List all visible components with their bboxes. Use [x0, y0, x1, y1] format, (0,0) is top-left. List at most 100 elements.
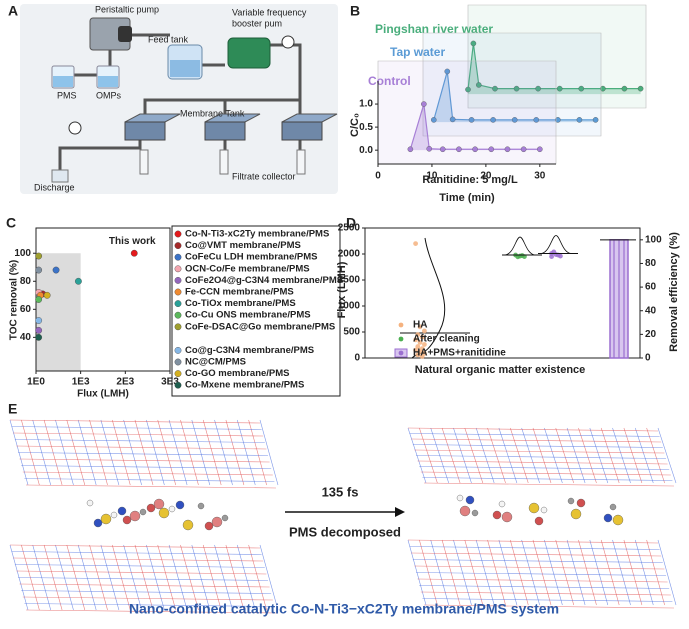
lattice-bond: [13, 557, 264, 562]
lattice-bond: [634, 427, 654, 484]
y-tick-label: 80: [20, 276, 32, 287]
legend-marker: [174, 276, 182, 284]
gauge: [281, 35, 295, 49]
legend-marker: [174, 311, 182, 319]
atom: [540, 506, 548, 514]
lattice-bond: [146, 544, 165, 611]
lattice-bond: [417, 460, 668, 465]
lattice-bond: [657, 539, 677, 606]
data-point: [535, 85, 541, 92]
data-point: [533, 117, 540, 123]
lattice-bond: [419, 466, 670, 470]
lattice-bond: [13, 432, 264, 437]
atom: [603, 513, 613, 523]
data-point: [515, 254, 521, 260]
lattice-bond: [19, 583, 270, 588]
lattice-bond: [634, 539, 654, 606]
label: Feed tank: [148, 34, 189, 44]
discharge-bottle: [51, 169, 69, 183]
plane: [422, 32, 602, 137]
y2-tick-label: 100: [645, 234, 662, 245]
atom: [175, 500, 185, 510]
y-tick-label: 2000: [338, 249, 361, 260]
data-point: [520, 146, 527, 153]
lattice-bond: [225, 544, 245, 611]
legend-frame: [171, 225, 341, 397]
x-axis-label: Flux (LMH): [77, 389, 129, 400]
x-tick-label: 1E0: [27, 377, 45, 388]
data-point: [421, 101, 427, 107]
legend-label: NC@CM/PMS: [185, 357, 246, 368]
lattice-bond: [464, 427, 484, 484]
series-name: Pingshan river water: [375, 22, 493, 36]
lattice-bond: [453, 427, 472, 484]
event-label: PMS decomposed: [289, 524, 401, 539]
lattice-bond: [487, 427, 506, 484]
lattice-bond: [9, 419, 261, 424]
lattice-bond: [9, 544, 261, 549]
lattice-bond: [214, 544, 233, 611]
lattice-bond: [248, 419, 267, 486]
y2-axis-label: Removal efficiency (%): [668, 232, 680, 352]
lattice-bond: [407, 427, 659, 432]
y-axis-label: TOC removal (%): [9, 260, 20, 340]
lattice-bond: [417, 578, 668, 583]
x-tick-label: 30: [534, 171, 546, 182]
lattice-bond: [407, 539, 659, 544]
lattice-bond: [420, 471, 671, 476]
filtrate-tube: [219, 149, 229, 175]
x-axis-label: Time (min): [439, 192, 495, 204]
lattice-bond: [111, 544, 131, 611]
data-point: [415, 352, 421, 358]
data-point: [519, 253, 525, 258]
membrane-tank-body: [124, 121, 166, 141]
lattice-bond: [420, 591, 671, 596]
lattice-bond: [409, 433, 660, 437]
lattice-bond: [498, 427, 518, 484]
panel-label: D: [346, 215, 356, 231]
data-point: [490, 117, 496, 123]
membrane-tank-body: [204, 121, 246, 141]
lattice-bond: [657, 427, 677, 484]
label: Discharge: [34, 182, 75, 192]
lattice-bond: [11, 426, 262, 430]
x-tick-label: 0: [375, 171, 381, 182]
plot-frame: [364, 227, 641, 359]
legend-marker: [174, 346, 182, 354]
y-tick-label: 1500: [338, 275, 361, 286]
y-tick-label: 100: [14, 248, 31, 259]
panel-label: B: [350, 3, 360, 19]
lattice-bond: [134, 419, 154, 486]
data-point: [492, 85, 498, 92]
y-tick-label: 0: [354, 353, 360, 364]
lattice-bond: [423, 604, 675, 609]
atom: [528, 502, 540, 514]
gauge: [68, 121, 82, 135]
data-point: [465, 86, 471, 93]
annotation: Ranitidine: 5 mg/L: [422, 174, 518, 186]
series-line: [433, 71, 596, 121]
legend-marker: [398, 336, 404, 342]
atom: [129, 510, 141, 522]
x-tick-label: 20: [480, 171, 492, 182]
lattice-bond: [157, 544, 177, 611]
legend-marker: [174, 370, 182, 377]
series-name: Control: [368, 74, 411, 88]
lattice-bond: [509, 427, 529, 484]
panel-label: E: [8, 401, 17, 417]
lattice-bond: [411, 438, 662, 443]
atom: [86, 499, 94, 507]
y2-tick-label: 0: [645, 353, 651, 364]
label: Membrane Tank: [180, 108, 245, 118]
lattice-bond: [532, 427, 552, 484]
data-point: [555, 117, 561, 123]
atom: [501, 511, 513, 523]
lattice-bond: [225, 419, 245, 486]
panel-label: C: [6, 215, 16, 231]
atom: [471, 509, 479, 517]
data-point: [488, 146, 495, 153]
x-axis-label: Natural organic matter existence: [415, 364, 586, 376]
legend-label: After cleaning: [413, 334, 480, 345]
pump-head: [118, 26, 132, 42]
